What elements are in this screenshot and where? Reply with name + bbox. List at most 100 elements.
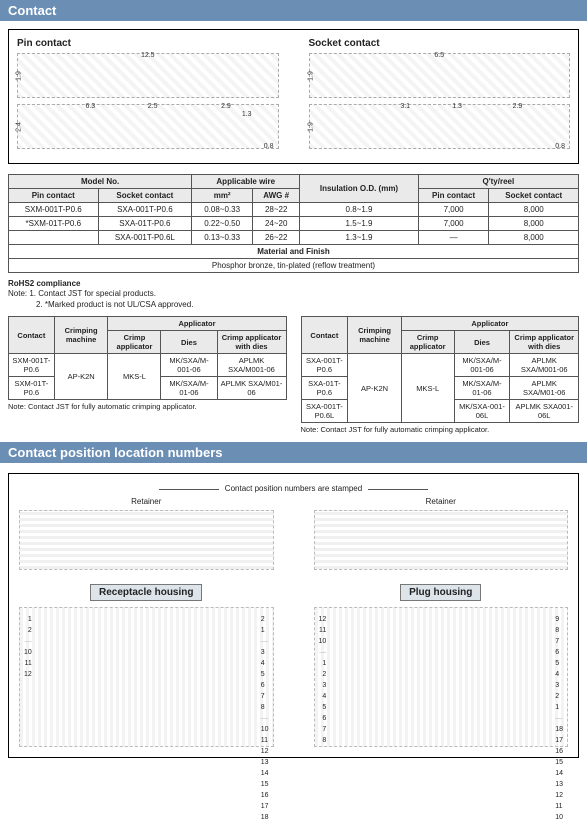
note-2: 2. *Marked product is not UL/CSA approve… bbox=[8, 300, 579, 310]
dim: 1.3 bbox=[242, 111, 252, 118]
th-socket: Socket contact bbox=[98, 189, 192, 203]
dim: 2.9 bbox=[513, 103, 523, 110]
dim: 6.5 bbox=[434, 52, 444, 59]
dim: 2.9 bbox=[221, 103, 231, 110]
retainer-label: Retainer bbox=[426, 497, 456, 506]
th-qpin: Pin contact bbox=[418, 189, 489, 203]
receptacle-illus: 12—101112 21—345678—101112131415161718 bbox=[19, 607, 274, 747]
cell: SXA-01T-P0.6 bbox=[98, 217, 192, 231]
cell: 28~22 bbox=[253, 203, 300, 217]
dim: 6.3 bbox=[85, 103, 95, 110]
table-row: SXM-001T-P0.6AP-K2NMKS-LMK/SXA/M-001-06A… bbox=[9, 354, 287, 377]
crimp-right-table: Contact Crimping machine Applicator Crim… bbox=[301, 316, 580, 423]
dim: 2.5 bbox=[148, 103, 158, 110]
cell: APLMK SXA/M01-06 bbox=[217, 377, 286, 400]
cell: SXA-01T-P0.6 bbox=[301, 377, 348, 400]
plug-col: Plug housing 121110—12345678 987654321—1… bbox=[314, 584, 569, 747]
th-pin: Pin contact bbox=[9, 189, 99, 203]
cell: MK/SXA/M-001-06 bbox=[161, 354, 217, 377]
contact-drawings: Pin contact 12.5 1.9 6.3 2.5 2.9 1.3 2.4… bbox=[8, 29, 579, 164]
cell: MKS-L bbox=[401, 354, 454, 423]
cell: 8,000 bbox=[489, 217, 579, 231]
th: Crimping machine bbox=[348, 317, 402, 354]
cell: MKS-L bbox=[108, 354, 161, 400]
plug-pins-right: 987654321—181716151413121110 bbox=[555, 614, 563, 823]
pin-contact-title: Pin contact bbox=[17, 38, 279, 49]
cell: APLMK SXA/M001-06 bbox=[510, 354, 579, 377]
cell: SXA-001T-P0.6L bbox=[98, 231, 192, 245]
cell: MK/SXA/M-001-06 bbox=[454, 354, 510, 377]
th: Contact bbox=[9, 317, 55, 354]
th: Dies bbox=[454, 331, 510, 354]
th-wire: Applicable wire bbox=[192, 175, 300, 189]
cell: AP-K2N bbox=[348, 354, 402, 423]
cell: 1.3~1.9 bbox=[300, 231, 418, 245]
cell: SXA-001T-P0.6 bbox=[301, 354, 348, 377]
dim: 12.5 bbox=[141, 52, 155, 59]
th-model: Model No. bbox=[9, 175, 192, 189]
pin-top-view: 12.5 1.9 bbox=[17, 53, 279, 98]
pin-contact-drawing: Pin contact 12.5 1.9 6.3 2.5 2.9 1.3 2.4… bbox=[17, 38, 279, 155]
pin-side-view: 6.3 2.5 2.9 1.3 2.4 0.8 bbox=[17, 104, 279, 149]
cell: 24~20 bbox=[253, 217, 300, 231]
cell: 7,000 bbox=[418, 203, 489, 217]
retainer-label: Retainer bbox=[131, 497, 161, 506]
th-ins: Insulation O.D. (mm) bbox=[300, 175, 418, 203]
th-qsock: Socket contact bbox=[489, 189, 579, 203]
dim: 0.8 bbox=[264, 143, 274, 150]
crimp-tables: Contact Crimping machine Applicator Crim… bbox=[8, 316, 579, 434]
receptacle-pins-right: 21—345678—101112131415161718 bbox=[261, 614, 269, 823]
crimp-left-note: Note: Contact JST for fully automatic cr… bbox=[8, 402, 287, 411]
th: Contact bbox=[301, 317, 348, 354]
crimp-right: Contact Crimping machine Applicator Crim… bbox=[301, 316, 580, 434]
dim: 2.4 bbox=[15, 122, 22, 132]
cell bbox=[9, 231, 99, 245]
cell: 0.13~0.33 bbox=[192, 231, 253, 245]
note-1: Note: 1. Contact JST for special product… bbox=[8, 289, 579, 299]
dim: 0.8 bbox=[555, 143, 565, 150]
retainer-right-illus bbox=[314, 510, 569, 570]
table-row: Pin contact Socket contact mm² AWG # Pin… bbox=[9, 189, 579, 203]
table-row: SXM-001T-P0.6SXA-001T-P0.60.08~0.3328~22… bbox=[9, 203, 579, 217]
rohs-note: RoHS2 compliance bbox=[8, 279, 579, 289]
th-qty: Q'ty/reel bbox=[418, 175, 578, 189]
th-awg: AWG # bbox=[253, 189, 300, 203]
th: Crimp applicator bbox=[108, 331, 161, 354]
th: Crimp applicator with dies bbox=[510, 331, 579, 354]
table-row: Model No. Applicable wire Insulation O.D… bbox=[9, 175, 579, 189]
plug-illus: 121110—12345678 987654321—18171615141312… bbox=[314, 607, 569, 747]
dim: 1.9 bbox=[307, 122, 314, 132]
table-row: Contact Crimping machine Applicator bbox=[9, 317, 287, 331]
retainer-row: Retainer Retainer bbox=[19, 497, 568, 570]
receptacle-pins-left: 12—101112 bbox=[24, 614, 32, 680]
cell: 26~22 bbox=[253, 231, 300, 245]
retainer-left-illus bbox=[19, 510, 274, 570]
cell: AP-K2N bbox=[54, 354, 108, 400]
section-header-position: Contact position location numbers bbox=[0, 442, 587, 463]
cell: APLMK SXA/M01-06 bbox=[510, 377, 579, 400]
cell: *SXM-01T-P0.6 bbox=[9, 217, 99, 231]
stamp-label: Contact position numbers are stamped bbox=[19, 484, 568, 493]
socket-side-view: 3.1 1.3 2.9 1.9 0.8 bbox=[309, 104, 571, 149]
socket-contact-title: Socket contact bbox=[309, 38, 571, 49]
cell: APLMK SXA001-06L bbox=[510, 400, 579, 423]
spec-table: Model No. Applicable wire Insulation O.D… bbox=[8, 174, 579, 273]
cell: 8,000 bbox=[489, 231, 579, 245]
receptacle-title: Receptacle housing bbox=[90, 584, 202, 601]
th: Crimp applicator with dies bbox=[217, 331, 286, 354]
retainer-right: Retainer bbox=[314, 497, 569, 570]
table-row: SXA-001T-P0.6L0.13~0.3326~221.3~1.9—8,00… bbox=[9, 231, 579, 245]
table-row: Contact Crimping machine Applicator bbox=[301, 317, 579, 331]
cell: SXM-01T-P0.6 bbox=[9, 377, 55, 400]
cell: SXM-001T-P0.6 bbox=[9, 203, 99, 217]
crimp-right-note: Note: Contact JST for fully automatic cr… bbox=[301, 425, 580, 434]
receptacle-col: Receptacle housing 12—101112 21—345678—1… bbox=[19, 584, 274, 747]
cell: 0.08~0.33 bbox=[192, 203, 253, 217]
cell: SXA-001T-P0.6L bbox=[301, 400, 348, 423]
cell: MK/SXA/M-01-06 bbox=[454, 377, 510, 400]
crimp-left-table: Contact Crimping machine Applicator Crim… bbox=[8, 316, 287, 400]
cell: APLMK SXA/M001-06 bbox=[217, 354, 286, 377]
socket-contact-drawing: Socket contact 6.5 1.9 3.1 1.3 2.9 1.9 0… bbox=[309, 38, 571, 155]
retainer-left: Retainer bbox=[19, 497, 274, 570]
cell: MK/SXA-001-06L bbox=[454, 400, 510, 423]
